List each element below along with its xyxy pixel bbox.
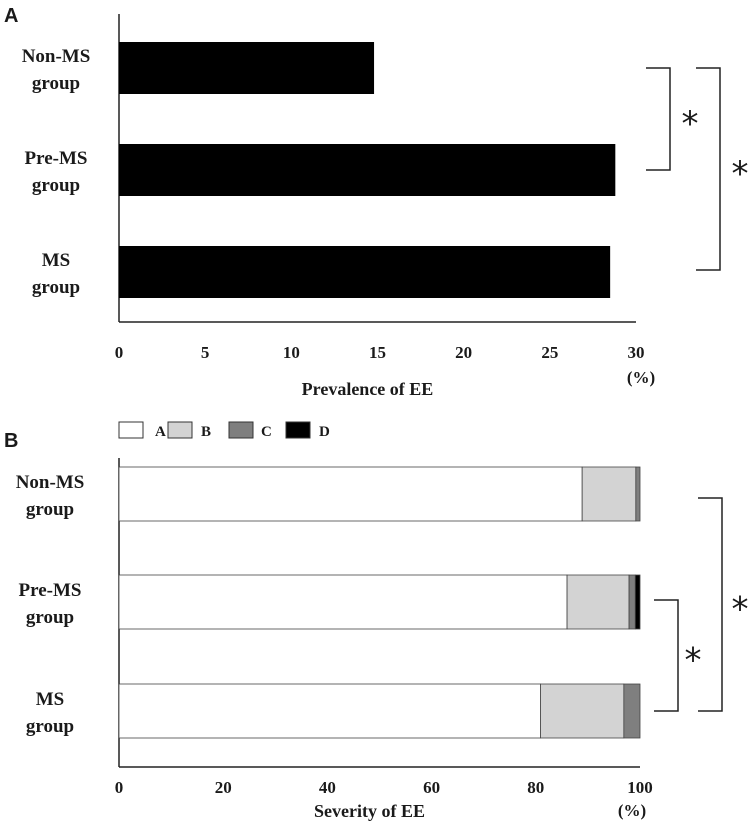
bar-segment-pre-ms-d	[634, 574, 641, 630]
category-label-ms: MS group	[32, 250, 80, 298]
significance-bracket-2	[698, 497, 723, 712]
x-tick-label-10: 10	[283, 343, 300, 362]
panel-a-label: A	[4, 5, 18, 27]
x-tick-label-20: 20	[455, 343, 472, 362]
legend-swatch-d	[285, 421, 311, 439]
x-axis-label: Prevalence of EE	[302, 379, 434, 399]
panel-b-label: B	[4, 430, 18, 452]
legend-label-b: B	[201, 424, 211, 440]
legend-swatch-c	[228, 421, 254, 439]
bar-segment-ms-a	[118, 683, 541, 739]
x-tick-label-30: 30	[628, 343, 645, 362]
bar-segment-pre-ms-b	[566, 574, 630, 630]
significance-star-1: *	[682, 104, 699, 144]
x-tick-label-20: 20	[215, 778, 232, 797]
prevalence-chart: Non-MS group Pre-MS group MS group 0 5 10 15 20 25 3…	[22, 14, 749, 399]
x-axis-label: Severity of EE	[314, 801, 425, 821]
significance-star-2: *	[732, 154, 749, 194]
severity-chart: Non-MS group Pre-MS group MS group 0 20 40 60 80 10…	[16, 421, 749, 821]
category-label-ms: MS group	[26, 689, 74, 737]
significance-star-2: *	[732, 590, 749, 630]
x-tick-label-100: 100	[627, 778, 653, 797]
bar-segment-pre-ms-a	[118, 574, 568, 630]
x-axis-unit: (%)	[618, 801, 646, 820]
x-tick-label-40: 40	[319, 778, 336, 797]
category-label-pre-ms: Pre-MS group	[19, 580, 82, 628]
significance-bracket-2	[696, 67, 721, 271]
legend-swatch-a	[118, 421, 144, 439]
significance-star-1: *	[685, 641, 702, 681]
x-axis-unit: (%)	[627, 368, 655, 387]
x-tick-label-60: 60	[423, 778, 440, 797]
bar-segment-non-ms-b	[581, 466, 637, 522]
bar-segment-ms-b	[540, 683, 625, 739]
x-tick-label-0: 0	[115, 343, 124, 362]
bar-segment-non-ms-a	[118, 466, 583, 522]
bar-segment-pre-ms-c	[628, 574, 636, 630]
category-label-pre-ms: Pre-MS group	[25, 148, 88, 196]
x-tick-label-80: 80	[527, 778, 544, 797]
legend-swatch-b	[167, 421, 193, 439]
bar-pre-ms	[119, 144, 616, 196]
legend-label-c: C	[261, 424, 272, 440]
significance-bracket-1	[654, 599, 679, 712]
bar-segment-ms-c	[623, 683, 641, 739]
legend-label-d: D	[319, 424, 330, 440]
x-tick-label-5: 5	[201, 343, 210, 362]
x-tick-label-25: 25	[541, 343, 558, 362]
significance-bracket-1	[646, 67, 671, 171]
x-tick-label-0: 0	[115, 778, 124, 797]
legend-label-a: A	[155, 424, 166, 440]
bar-ms	[119, 246, 611, 298]
bar-non-ms	[119, 42, 375, 94]
bar-segment-non-ms-c	[635, 466, 641, 522]
category-label-non-ms: Non-MS group	[16, 472, 85, 520]
x-tick-label-15: 15	[369, 343, 386, 362]
category-label-non-ms: Non-MS group	[22, 46, 91, 94]
